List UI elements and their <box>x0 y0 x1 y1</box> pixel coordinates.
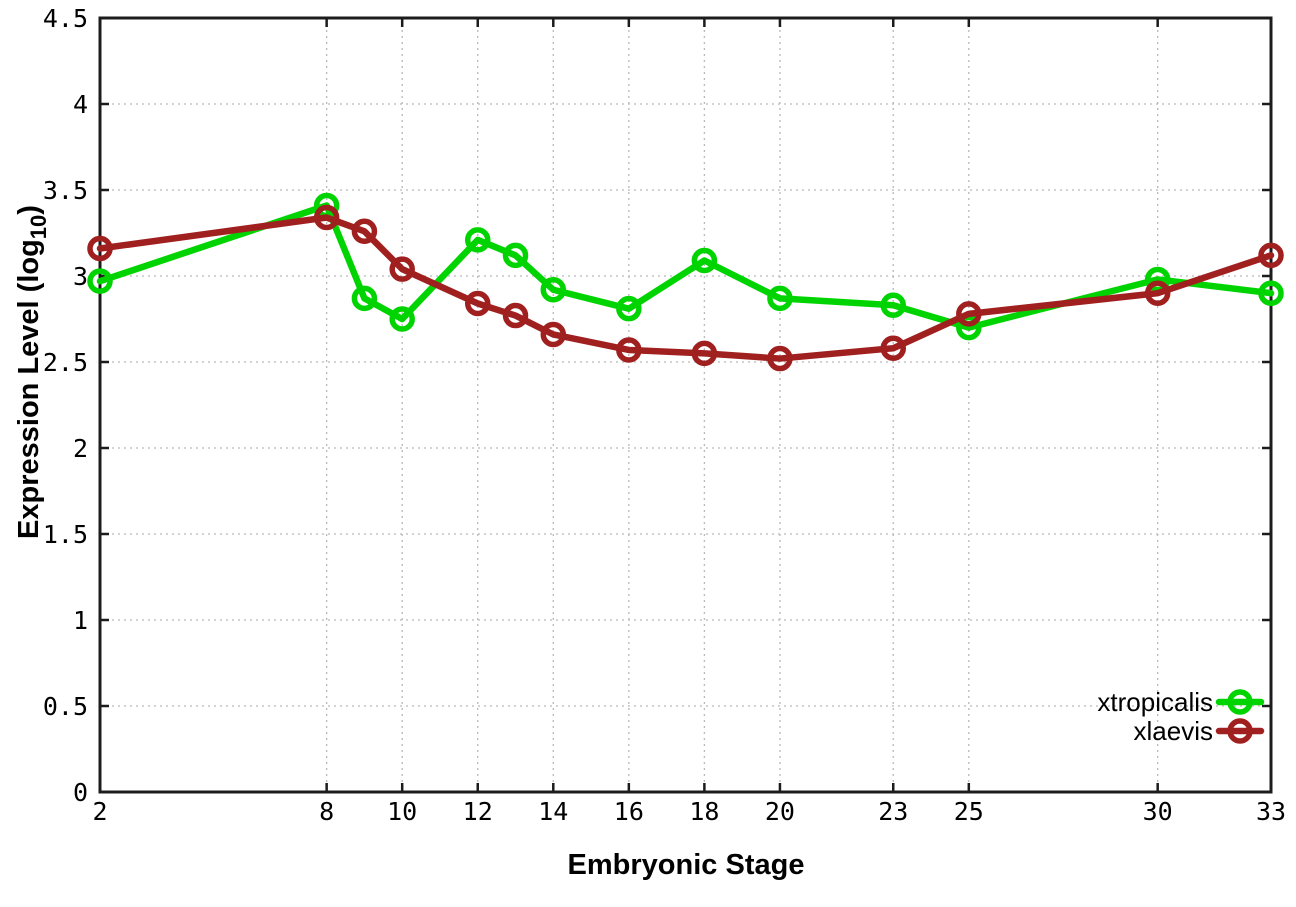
x-tick-label: 25 <box>954 797 984 826</box>
y-tick-label: 3.5 <box>43 176 88 205</box>
series-line-xtropicalis <box>96 202 1275 331</box>
y-tick-label: 2 <box>73 434 88 463</box>
data-point-xtropicalis <box>880 292 907 318</box>
legend-marker-xlaevis <box>1215 718 1265 744</box>
data-point-xlaevis <box>87 235 113 262</box>
data-point-xtropicalis <box>1258 280 1284 306</box>
legend-markers <box>1215 689 1265 744</box>
y-tick-label: 4.5 <box>43 4 88 33</box>
x-tick-label: 33 <box>1256 797 1286 826</box>
data-point-xlaevis <box>502 302 529 329</box>
x-tick-label: 8 <box>319 797 334 826</box>
data-point-xtropicalis <box>540 277 567 303</box>
data-point-xtropicalis <box>464 227 491 253</box>
y-axis-title: Expression Level (log10) <box>13 205 51 539</box>
legend-marker-xtropicalis <box>1215 689 1265 715</box>
x-tick-label: 10 <box>387 797 417 826</box>
data-point-xlaevis <box>540 321 567 348</box>
x-tick-label: 16 <box>614 797 644 826</box>
x-tick-label: 30 <box>1143 797 1173 826</box>
y-axis-title-close: ) <box>13 205 45 215</box>
data-point-xlaevis <box>767 345 793 372</box>
data-point-xlaevis <box>956 301 982 327</box>
y-tick-label: 3 <box>73 262 88 291</box>
data-point-xtropicalis <box>1144 266 1171 293</box>
y-tick-label: 4 <box>73 90 88 119</box>
data-point-xlaevis <box>691 340 718 367</box>
data-point-xtropicalis <box>616 295 642 322</box>
data-point-xlaevis <box>313 204 340 231</box>
y-axis-title-base: Expression Level (log <box>13 239 45 539</box>
y-tick-label: 2.5 <box>43 348 88 377</box>
series-xlaevis <box>87 204 1284 372</box>
data-point-xtropicalis <box>87 268 113 294</box>
x-tick-label: 20 <box>765 797 795 826</box>
data-point-xlaevis <box>389 256 415 282</box>
series-line-xlaevis <box>96 214 1275 362</box>
axis-ticks <box>98 16 1273 794</box>
y-tick-label: 1 <box>73 606 88 635</box>
legend-circle-marker-icon <box>1227 718 1253 744</box>
y-tick-labels: 0 0.5 1 1.5 2 2.5 3 3.5 4 4.5 <box>43 4 88 807</box>
y-axis-title-subscript: 10 <box>26 215 51 239</box>
x-tick-label: 12 <box>463 797 493 826</box>
series-lines <box>87 192 1284 372</box>
data-point-xlaevis <box>1258 242 1284 269</box>
x-tick-label: 14 <box>538 797 568 826</box>
x-axis-title: Embryonic Stage <box>568 849 805 881</box>
plot-border <box>98 16 1273 794</box>
x-tick-label: 23 <box>878 797 908 826</box>
data-point-xtropicalis <box>502 242 529 269</box>
data-point-xtropicalis <box>767 285 793 312</box>
data-point-xtropicalis <box>389 306 415 332</box>
data-point-xtropicalis <box>956 314 982 341</box>
data-point-xlaevis <box>464 290 491 317</box>
series-xtropicalis <box>87 192 1284 341</box>
data-point-xlaevis <box>616 337 642 363</box>
legend: xtropicalis xlaevis <box>1097 687 1265 746</box>
y-tick-label: 0 <box>73 778 88 807</box>
legend-label-xlaevis: xlaevis <box>1134 716 1213 746</box>
gridlines <box>100 18 1271 792</box>
data-point-xtropicalis <box>351 285 378 312</box>
data-point-xlaevis <box>1144 280 1171 306</box>
y-tick-label: 0.5 <box>43 692 88 721</box>
x-tick-label: 2 <box>92 797 107 826</box>
y-tick-label: 1.5 <box>43 520 88 549</box>
x-tick-label: 18 <box>689 797 719 826</box>
legend-circle-marker-icon <box>1227 689 1253 715</box>
legend-label-xtropicalis: xtropicalis <box>1097 687 1213 717</box>
data-point-xlaevis <box>351 218 378 245</box>
x-tick-labels: 2 8 10 12 14 16 18 20 23 25 30 33 <box>92 797 1286 826</box>
data-point-xlaevis <box>880 335 907 361</box>
data-point-xtropicalis <box>691 247 718 274</box>
